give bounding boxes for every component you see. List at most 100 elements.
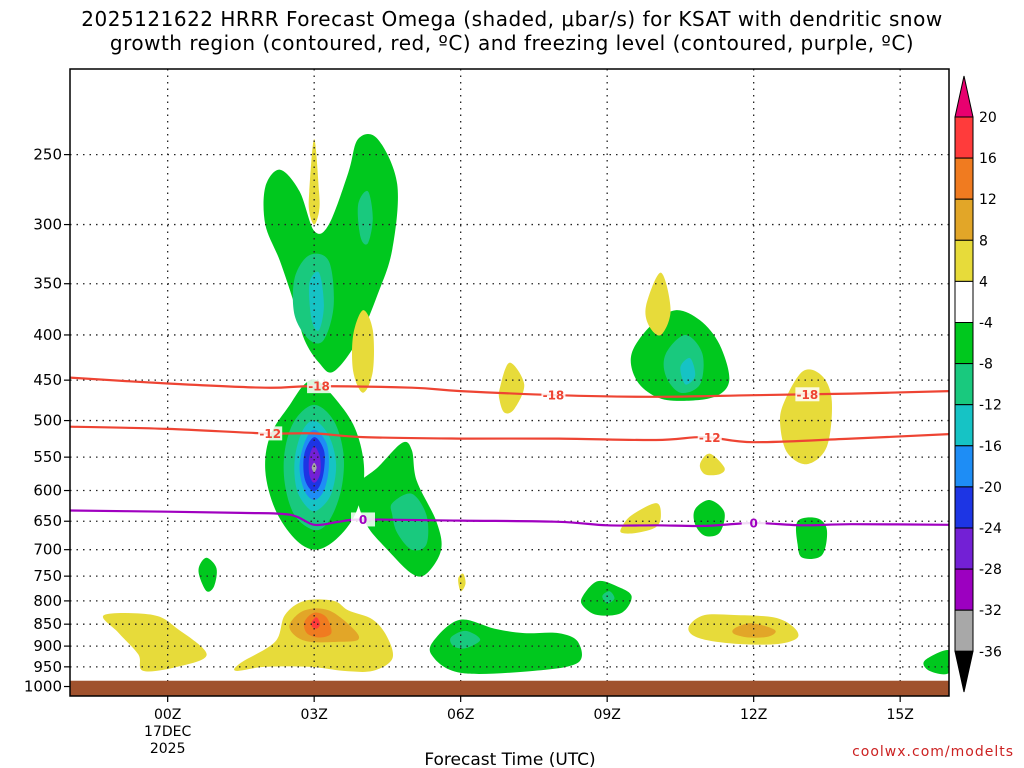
omega-region-green-1100-small bbox=[693, 499, 725, 537]
omega-region-green-upper-arc bbox=[263, 133, 398, 373]
dgz-contour-m12-label-bg bbox=[258, 426, 283, 441]
omega-region-teal-upper-right bbox=[357, 190, 373, 245]
x-tick-label-09Z: 09Z bbox=[593, 707, 620, 723]
y-tick-label-700: 700 bbox=[33, 541, 62, 559]
x-tick-label-03Z: 03Z bbox=[300, 707, 327, 723]
colorbar-label-1: 16 bbox=[979, 151, 997, 167]
colorbar-label-8: -16 bbox=[979, 439, 1002, 455]
omega-region-yellow-0000 bbox=[102, 613, 207, 672]
dgz-contour-m18-label: -18 bbox=[308, 380, 330, 394]
omega-region-teal-lower-lobe bbox=[390, 493, 429, 551]
y-tick-label-750: 750 bbox=[33, 567, 62, 585]
colorbar-label-11: -28 bbox=[979, 562, 1002, 578]
omega-region-yellow-1100-mid bbox=[699, 453, 725, 476]
y-tick-label-350: 350 bbox=[33, 275, 62, 293]
colorbar-bin-8 bbox=[954, 404, 974, 447]
dgz-contour-m12-label: -12 bbox=[259, 427, 281, 441]
dgz-contour-m18-label-bg bbox=[307, 379, 332, 394]
omega-region-teal-0800-blob bbox=[602, 591, 615, 604]
chart-title-line-2: growth region (contoured, red, ºC) and f… bbox=[109, 31, 915, 55]
x-tick-label-06Z: 06Z bbox=[447, 707, 474, 723]
colorbar-bin-6 bbox=[954, 322, 974, 365]
x-tick-sublabel-year: 2025 bbox=[150, 741, 186, 757]
omega-region-orange-1200-low bbox=[732, 623, 776, 638]
colorbar-bin-4 bbox=[954, 239, 974, 282]
colorbar-label-10: -24 bbox=[979, 521, 1002, 537]
y-tick-label-450: 450 bbox=[33, 371, 62, 389]
colorbar-bin-10 bbox=[954, 486, 974, 529]
colorbar-bin-3 bbox=[954, 198, 974, 241]
omega-region-red-0300-low bbox=[311, 617, 320, 629]
y-tick-label-1000: 1000 bbox=[24, 678, 62, 696]
colorbar-label-2: 12 bbox=[979, 192, 997, 208]
chart-title-line-1: 2025121622 HRRR Forecast Omega (shaded, … bbox=[81, 7, 943, 31]
y-tick-label-800: 800 bbox=[33, 592, 62, 610]
dgz-contour-m18-label: -18 bbox=[543, 388, 565, 402]
colorbar-bin-12 bbox=[954, 568, 974, 611]
colorbar-bin-11 bbox=[954, 527, 974, 570]
colorbar-label-6: -8 bbox=[979, 357, 993, 373]
surface-ground-band bbox=[70, 680, 949, 696]
colorbar-label-7: -12 bbox=[979, 398, 1002, 414]
dgz-contour-m12-line bbox=[70, 425, 949, 444]
omega-region-cyan-upper-core bbox=[308, 271, 324, 331]
y-tick-label-600: 600 bbox=[33, 482, 62, 500]
colorbar-bin-7 bbox=[954, 363, 974, 406]
colorbar-label-0: 20 bbox=[979, 110, 997, 126]
dgz-contour-m18-label: -18 bbox=[797, 388, 819, 402]
y-tick-label-950: 950 bbox=[33, 658, 62, 676]
omega-region-green-1300-small bbox=[795, 517, 828, 559]
y-tick-label-250: 250 bbox=[33, 146, 62, 164]
y-tick-label-550: 550 bbox=[33, 448, 62, 466]
omega-region-green-0730 bbox=[198, 557, 217, 592]
omega-region-yellow-0930 bbox=[620, 503, 661, 534]
colorbar-bottom-arrow bbox=[954, 650, 974, 693]
dgz-contour-m18-line bbox=[70, 376, 949, 398]
x-tick-label-00Z: 00Z bbox=[154, 707, 181, 723]
freezing-level-contour-label-bg bbox=[351, 512, 375, 527]
credit-link[interactable]: coolwx.com/modelts bbox=[852, 744, 1014, 760]
omega-region-cyan-1100-upper bbox=[680, 357, 696, 385]
freezing-level-contour-line bbox=[70, 509, 949, 528]
y-tick-label-850: 850 bbox=[33, 615, 62, 633]
omega-region-yellow-400 bbox=[352, 310, 374, 393]
colorbar-label-13: -36 bbox=[979, 644, 1002, 660]
omega-region-grey-main-column bbox=[311, 462, 317, 473]
omega-region-green-edge bbox=[923, 650, 949, 675]
colorbar-bin-9 bbox=[954, 445, 974, 488]
omega-region-yellow-1300 bbox=[779, 369, 832, 465]
y-tick-label-900: 900 bbox=[33, 637, 62, 655]
colorbar-bin-5 bbox=[954, 280, 974, 323]
plot-frame bbox=[69, 68, 950, 697]
colorbar-bin-1 bbox=[954, 116, 974, 159]
omega-region-yellow-1000 bbox=[645, 272, 671, 336]
omega-region-teal-0900-low bbox=[450, 630, 481, 649]
colorbar-top-arrow bbox=[954, 75, 974, 118]
colorbar-bin-13 bbox=[954, 609, 974, 652]
y-tick-label-300: 300 bbox=[33, 216, 62, 234]
colorbar-bin-2 bbox=[954, 157, 974, 200]
x-tick-sublabel-date: 17DEC bbox=[144, 724, 191, 740]
colorbar-label-9: -20 bbox=[979, 480, 1002, 496]
colorbar-label-5: -4 bbox=[979, 316, 993, 332]
x-tick-label-12Z: 12Z bbox=[740, 707, 767, 723]
dgz-contour-m12-label-bg bbox=[697, 430, 722, 445]
x-tick-label-15Z: 15Z bbox=[886, 707, 913, 723]
colorbar-label-3: 8 bbox=[979, 233, 988, 249]
x-axis-title: Forecast Time (UTC) bbox=[424, 750, 595, 768]
colorbar-label-12: -32 bbox=[979, 603, 1002, 619]
y-tick-label-400: 400 bbox=[33, 326, 62, 344]
omega-region-yellow-upper-spike bbox=[308, 139, 320, 225]
omega-region-yellow-0600-sliver bbox=[458, 573, 466, 592]
freezing-level-contour-label: 0 bbox=[749, 517, 757, 531]
colorbar-label-4: 4 bbox=[979, 274, 988, 290]
dgz-contour-m12-label: -12 bbox=[699, 431, 721, 445]
freezing-level-contour-label: 0 bbox=[359, 513, 367, 527]
freezing-level-contour-label-bg bbox=[741, 516, 766, 531]
y-tick-label-650: 650 bbox=[33, 512, 62, 530]
dgz-contour-m18-label-bg bbox=[541, 387, 566, 402]
omega-region-yellow-0700 bbox=[498, 362, 525, 414]
y-tick-label-500: 500 bbox=[33, 412, 62, 430]
dgz-contour-m18-label-bg bbox=[795, 387, 820, 402]
